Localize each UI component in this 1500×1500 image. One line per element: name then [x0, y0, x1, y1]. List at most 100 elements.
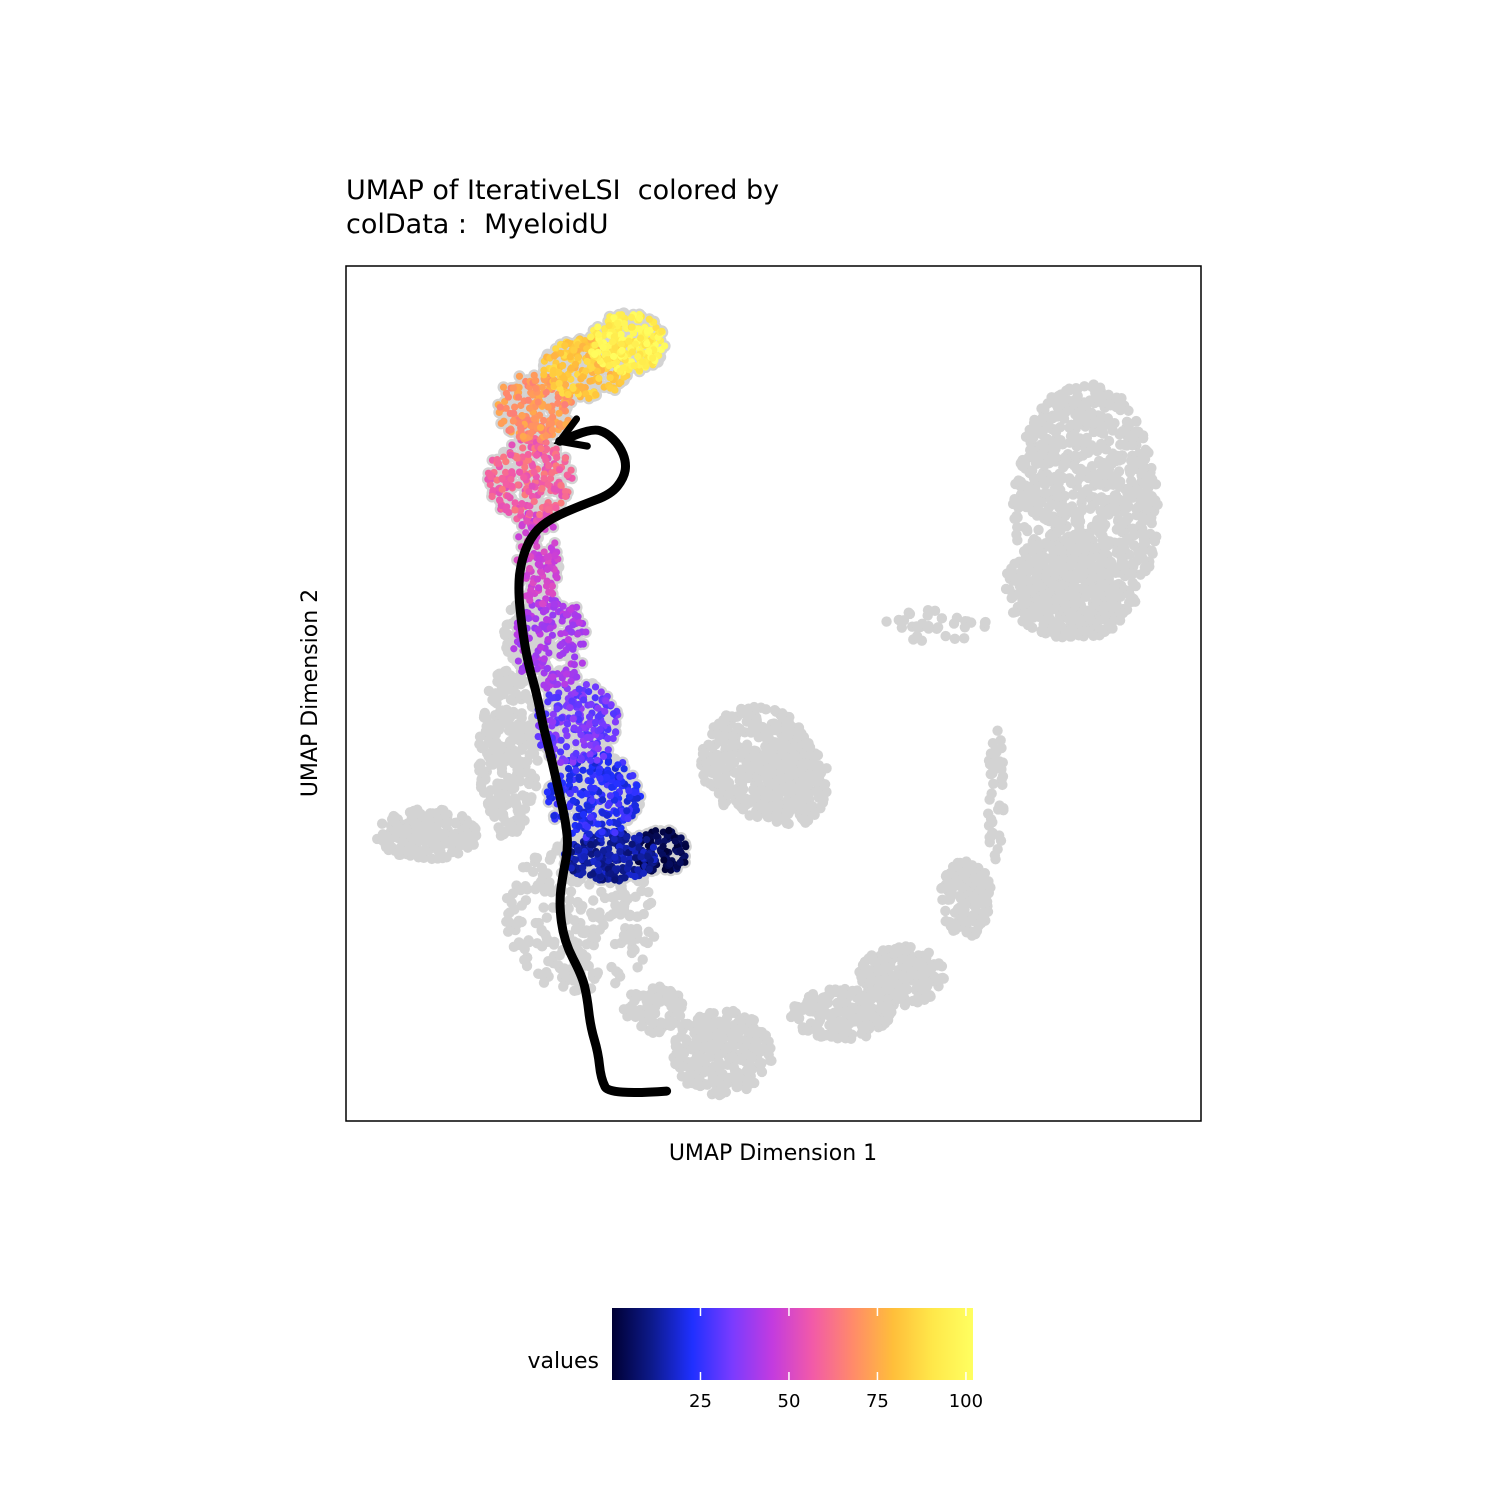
- background-point: [1136, 528, 1147, 540]
- background-point: [610, 978, 621, 989]
- background-point: [1036, 413, 1048, 424]
- background-point: [775, 765, 786, 776]
- background-point: [957, 913, 968, 924]
- background-point: [706, 767, 718, 778]
- background-point: [503, 684, 515, 695]
- background-point: [437, 852, 448, 864]
- background-point: [485, 785, 496, 796]
- background-point: [1012, 535, 1023, 546]
- background-point: [821, 763, 832, 774]
- background-point: [708, 1020, 719, 1031]
- background-point: [996, 764, 1007, 775]
- background-point: [1105, 589, 1117, 601]
- background-point: [813, 778, 824, 789]
- background-point: [1021, 493, 1032, 504]
- background-point: [746, 1013, 757, 1025]
- background-point: [756, 1066, 768, 1078]
- background-point: [1119, 561, 1130, 573]
- background-point: [947, 861, 959, 872]
- background-point: [498, 828, 509, 840]
- background-point: [462, 842, 473, 853]
- background-point: [503, 917, 515, 928]
- background-point: [425, 831, 436, 842]
- background-point: [744, 810, 755, 821]
- background-point: [1059, 595, 1070, 606]
- background-point: [552, 841, 563, 852]
- background-point: [1079, 381, 1090, 392]
- background-point: [473, 760, 485, 771]
- background-point: [989, 849, 1001, 861]
- background-point: [450, 817, 461, 829]
- background-point: [631, 991, 643, 1003]
- background-point: [611, 966, 622, 977]
- background-point: [811, 750, 823, 761]
- background-point: [513, 734, 525, 746]
- background-point: [1140, 476, 1151, 488]
- background-point: [760, 704, 772, 715]
- background-point: [579, 927, 590, 939]
- background-point: [763, 1044, 775, 1056]
- background-point: [987, 817, 998, 828]
- background-point: [790, 767, 801, 778]
- background-point: [514, 813, 525, 824]
- background-point: [940, 630, 951, 642]
- background-point: [632, 962, 643, 973]
- background-point: [786, 743, 797, 754]
- background-point: [1039, 479, 1051, 490]
- background-point: [1103, 389, 1114, 401]
- background-point: [1032, 455, 1043, 466]
- background-point: [1066, 419, 1077, 431]
- background-point: [588, 895, 599, 906]
- background-point: [1025, 583, 1036, 595]
- background-point: [734, 1014, 746, 1026]
- background-point: [577, 900, 588, 912]
- background-point: [866, 1010, 878, 1021]
- background-point: [513, 937, 525, 948]
- background-point: [1033, 524, 1044, 536]
- background-point: [524, 936, 535, 948]
- background-point: [517, 720, 529, 731]
- background-point: [864, 977, 875, 988]
- background-point: [548, 939, 560, 950]
- background-point: [961, 927, 972, 938]
- background-point: [983, 876, 994, 887]
- background-point: [1118, 542, 1130, 554]
- background-point: [1152, 499, 1163, 510]
- background-point: [1090, 475, 1102, 486]
- background-point: [1106, 495, 1118, 506]
- background-point: [624, 910, 635, 922]
- background-point: [512, 764, 523, 775]
- background-point: [609, 938, 621, 950]
- background-point: [1024, 558, 1035, 570]
- background-point: [1013, 588, 1025, 600]
- background-point: [564, 894, 575, 906]
- background-point: [717, 1068, 728, 1080]
- background-point: [543, 881, 555, 892]
- background-point: [542, 868, 553, 879]
- background-point: [736, 748, 748, 759]
- background-point: [809, 809, 820, 820]
- background-point: [841, 1025, 853, 1037]
- background-point: [1031, 505, 1042, 517]
- background-point: [1050, 427, 1062, 438]
- background-point: [769, 704, 780, 716]
- background-point: [1077, 583, 1088, 594]
- background-point: [1046, 552, 1058, 563]
- background-point: [520, 895, 532, 906]
- background-point: [1109, 418, 1120, 429]
- background-point: [523, 777, 534, 788]
- background-point: [1056, 553, 1068, 564]
- background-point: [1121, 416, 1133, 428]
- background-point: [767, 760, 779, 772]
- background-point: [1043, 502, 1055, 513]
- background-point: [521, 884, 533, 895]
- background-point: [496, 763, 508, 774]
- background-point: [1015, 476, 1027, 487]
- background-point: [941, 869, 952, 881]
- background-point: [645, 897, 657, 909]
- background-point: [538, 977, 550, 988]
- background-point: [922, 604, 934, 616]
- background-point: [798, 773, 810, 784]
- background-point: [378, 831, 390, 842]
- background-point: [654, 1026, 665, 1038]
